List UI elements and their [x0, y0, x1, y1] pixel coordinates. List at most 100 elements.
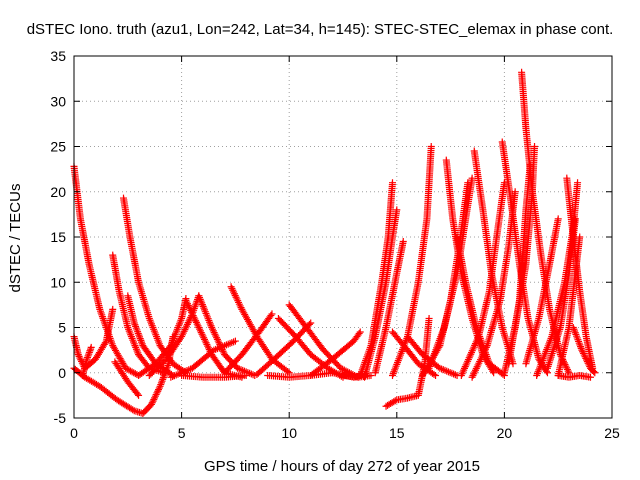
data-point — [356, 328, 364, 336]
data-point — [511, 188, 519, 196]
data-point — [196, 325, 204, 333]
y-tick-label: 5 — [58, 320, 66, 336]
data-point — [83, 355, 91, 363]
data-point — [443, 367, 451, 375]
data-point — [74, 351, 82, 359]
data-point — [191, 315, 199, 323]
data-series — [361, 206, 401, 381]
data-point — [355, 330, 363, 338]
data-marks — [70, 68, 599, 417]
data-point — [583, 356, 591, 364]
data-point — [154, 387, 162, 395]
data-point — [147, 400, 155, 408]
x-tick-label: 10 — [281, 425, 297, 441]
data-point — [209, 327, 217, 335]
data-point — [86, 347, 94, 355]
data-point — [194, 322, 202, 330]
data-point — [448, 369, 456, 377]
data-series — [563, 174, 597, 372]
data-point — [151, 392, 159, 400]
data-point — [200, 334, 208, 342]
data-point — [211, 330, 219, 338]
data-point — [152, 391, 160, 399]
data-point — [430, 370, 438, 378]
y-tick-label: -5 — [54, 410, 67, 426]
data-point — [531, 143, 539, 150]
x-tick-label: 5 — [178, 425, 186, 441]
data-point — [184, 301, 192, 309]
data-point — [203, 340, 211, 348]
data-point — [195, 324, 203, 331]
data-point — [155, 386, 163, 394]
data-series — [339, 371, 375, 381]
data-point — [574, 179, 582, 187]
data-point — [213, 335, 221, 343]
data-point — [201, 337, 209, 345]
data-point — [339, 371, 347, 379]
data-point — [427, 143, 435, 150]
chart-title: dSTEC Iono. truth (azu1, Lon=242, Lat=34… — [27, 21, 614, 38]
data-point — [196, 327, 204, 335]
data-point — [441, 366, 449, 374]
data-point — [425, 314, 433, 322]
data-point — [450, 370, 458, 378]
data-point — [590, 368, 598, 376]
data-point — [307, 319, 315, 327]
data-point — [579, 349, 587, 357]
data-point — [76, 354, 84, 362]
data-point — [188, 308, 196, 316]
data-point — [109, 305, 117, 313]
data-point — [200, 335, 208, 343]
data-point — [581, 353, 589, 361]
data-point — [133, 390, 141, 398]
data-series — [253, 319, 315, 379]
data-point — [209, 325, 217, 333]
data-point — [182, 296, 190, 304]
data-point — [208, 324, 216, 331]
data-point — [187, 307, 195, 315]
data-series — [70, 305, 117, 372]
data-point — [580, 351, 588, 359]
data-point — [135, 391, 143, 399]
data-point — [584, 359, 592, 367]
data-point — [579, 348, 587, 356]
data-point — [234, 364, 242, 372]
data-point — [563, 365, 571, 373]
y-axis-label: dSTEC / TECUs — [7, 184, 24, 293]
data-point — [198, 330, 206, 338]
data-point — [446, 369, 454, 377]
data-point — [184, 300, 192, 308]
data-point — [155, 384, 163, 392]
data-series — [111, 358, 143, 399]
data-series — [356, 179, 396, 379]
data-point — [451, 371, 459, 379]
y-tick-label: 35 — [50, 48, 66, 64]
data-series — [453, 233, 508, 379]
data-point — [87, 343, 95, 351]
data-point — [578, 346, 586, 354]
data-point — [444, 368, 452, 376]
data-point — [199, 332, 207, 340]
data-series — [167, 337, 239, 381]
data-point — [576, 233, 584, 241]
data-point — [399, 238, 407, 246]
data-point — [388, 179, 396, 187]
data-point — [149, 397, 157, 405]
x-tick-label: 25 — [604, 425, 620, 441]
data-point — [328, 369, 336, 377]
data-point — [582, 354, 590, 362]
data-point — [235, 365, 243, 373]
data-point — [192, 317, 200, 325]
data-point — [84, 352, 92, 360]
data-point — [586, 373, 594, 381]
data-point — [75, 352, 83, 360]
data-series — [178, 371, 250, 381]
data-point — [151, 394, 159, 402]
data-point — [436, 364, 444, 372]
data-series — [554, 371, 594, 381]
data-series — [119, 194, 190, 377]
data-point — [84, 353, 92, 361]
data-point — [188, 310, 196, 318]
